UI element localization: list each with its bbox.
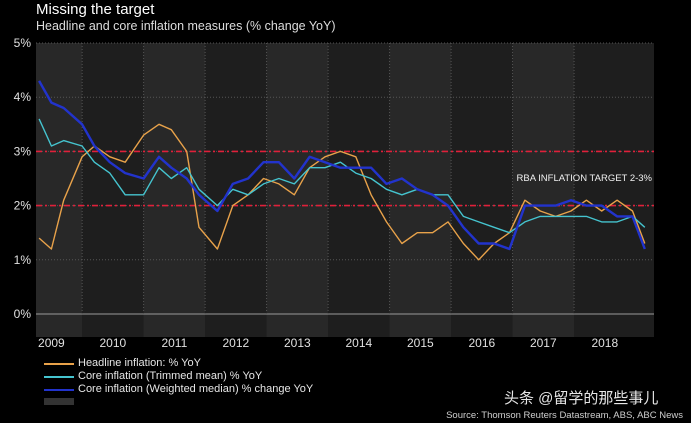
y-tick-label: 2% [14,199,32,213]
x-tick-label: 2010 [100,336,127,350]
background-bands [36,43,654,337]
y-tick-label: 4% [14,90,32,104]
x-tick-label: 2015 [407,336,434,350]
y-tick-label: 5% [14,36,32,50]
x-tick-label: 2017 [530,336,557,350]
legend-swatch-trimmed-mean [44,376,74,378]
x-tick-label: 2009 [38,336,65,350]
chart-title: Missing the target [36,1,155,18]
legend-label: Core inflation (Weighted median) % chang… [78,383,314,395]
inflation-chart: RBA INFLATION TARGET 2-3% 0% 1% 2% 3% 4% 5% 2… [14,36,654,350]
target-band-label: RBA INFLATION TARGET 2-3% [517,173,653,184]
y-tick-label: 0% [14,307,32,321]
series-line-trimmed-mean [38,118,646,234]
x-tick-labels: 2009 2010 2011 2012 2013 2014 2015 2016 2017 2018 [38,336,618,350]
x-tick-label: 2014 [345,336,372,350]
x-tick-label: 2016 [468,336,495,350]
legend-swatch-headline [44,363,74,365]
y-tick-label: 3% [14,144,32,158]
x-tick-label: 2011 [161,336,187,350]
series-line-headline [38,123,646,261]
year-band [36,43,83,337]
year-band [512,43,575,337]
source-note: Source: Thomson Reuters Datastream, ABS,… [446,410,683,421]
legend-extra-swatch [44,398,74,405]
watermark: 头条 @留学的那些事儿 [504,390,659,407]
y-tick-labels: 0% 1% 2% 3% 4% 5% [14,36,32,321]
legend-swatch-weighted-median [44,389,74,391]
x-tick-label: 2013 [284,336,311,350]
x-tick-label: 2012 [222,336,249,350]
series-line-weighted-median [38,80,646,251]
legend-label: Core inflation (Trimmed mean) % YoY [78,370,263,382]
x-tick-label: 2018 [591,336,618,350]
legend-label: Headline inflation: % YoY [78,357,201,369]
y-tick-label: 1% [14,253,32,267]
chart-subtitle: Headline and core inflation measures (% … [36,19,336,33]
series-lines [38,80,646,261]
